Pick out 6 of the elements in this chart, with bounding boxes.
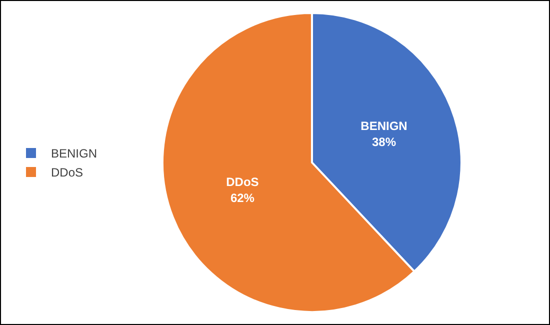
data-label: 38% — [372, 134, 396, 149]
data-label: 62% — [230, 190, 255, 205]
legend-label: BENIGN — [51, 146, 98, 161]
slice-label: BENIGN — [360, 119, 408, 134]
slice-label: DDoS — [226, 175, 259, 190]
legend-label: DDoS — [51, 166, 84, 180]
